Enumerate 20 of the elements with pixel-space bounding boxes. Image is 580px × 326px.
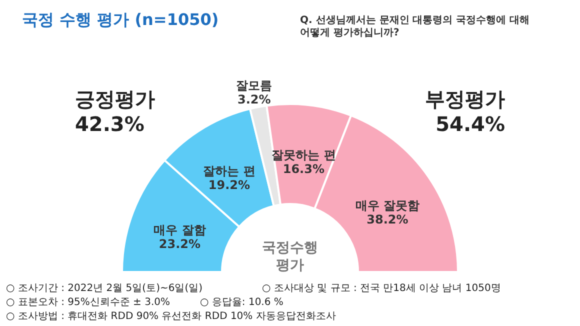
slice-label: 잘못하는 편 bbox=[272, 148, 336, 162]
text: 국정수행 평가 bbox=[262, 240, 318, 274]
data-label: 38.2% bbox=[366, 212, 408, 226]
chart-title: 국정 수행 평가 (n=1050) bbox=[22, 10, 219, 29]
data-label: 16.3% bbox=[282, 162, 324, 176]
slice-label: 매우 잘못함 bbox=[355, 198, 420, 212]
data-label: 19.2% bbox=[208, 178, 250, 192]
chart-subtitle: Q. 선생님께서는 문재인 대통령의 국정수행에 대해 어떻게 평가하십니까? bbox=[300, 15, 530, 38]
text: 긍정평가 42.3% bbox=[75, 87, 155, 136]
slice-label: 매우 잘함 bbox=[154, 222, 206, 237]
text: ○ 조사대상 및 규모 : 전국 만18세 이상 남녀 1050명 bbox=[262, 283, 501, 294]
text: 부정평가 54.4% bbox=[425, 87, 505, 136]
data-label: 3.2% bbox=[238, 92, 271, 106]
text: ○ 조사기간 : 2022년 2월 5일(토)~6일(일) bbox=[6, 283, 203, 294]
text: ○ 조사방법 : 휴대전화 RDD 90% 유선전화 RDD 10% 자동응답전화조사 bbox=[6, 311, 336, 322]
text: ○ 표본오차 : 95%신뢰수준 ± 3.0% bbox=[6, 297, 170, 308]
slice-label: 잘하는 편 bbox=[203, 164, 256, 178]
data-label: 23.2% bbox=[158, 236, 201, 251]
slice-label: 잘모름 bbox=[236, 78, 272, 92]
text: ○ 응답율: 10.6 % bbox=[200, 297, 284, 308]
